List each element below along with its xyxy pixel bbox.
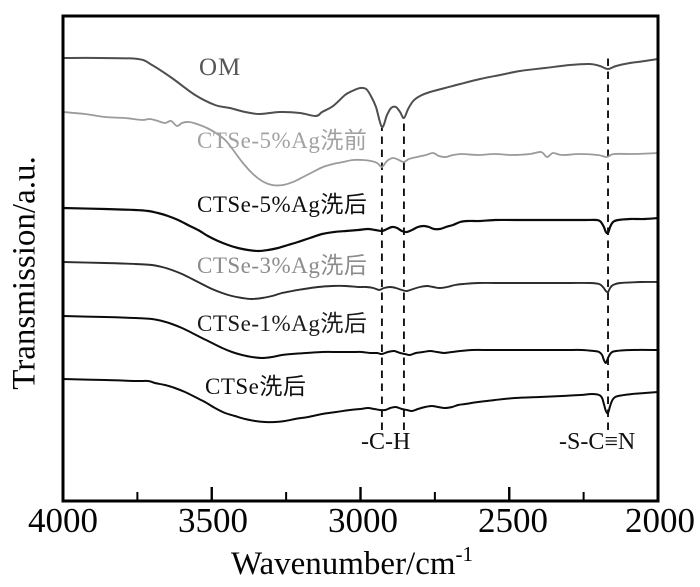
- spectrum-curve-3: [62, 261, 659, 300]
- spectrum-curve-5: [62, 378, 659, 424]
- annotation-s-c-n: -S-C≡N: [559, 429, 636, 455]
- x-axis-label-exponent: -1: [455, 542, 474, 566]
- plot-border: [61, 14, 660, 503]
- spectrum-curve-0: [62, 56, 659, 129]
- y-axis-label: Transmission/a.u.: [6, 156, 43, 390]
- x-tick-label-3000: 3000: [328, 501, 398, 540]
- curve-label-ctse-5ag-after-wash: CTSe-5%Ag洗后: [197, 192, 368, 217]
- curve-label-ctse-after-wash: CTSe洗后: [205, 374, 307, 399]
- x-axis-label-text: Wavenumber/cm: [230, 546, 456, 582]
- x-tick-label-4000: 4000: [28, 501, 98, 540]
- curve-label-om: OM: [199, 54, 242, 81]
- x-tick-label-2500: 2500: [478, 501, 548, 540]
- spectrum-curve-4: [62, 315, 659, 365]
- spectrum-curve-2: [61, 206, 660, 253]
- x-axis-label: Wavenumber/cm-1: [231, 544, 473, 581]
- annotation-c-h: -C-H: [361, 429, 411, 455]
- spectrum-curve-1: [62, 111, 659, 187]
- curve-label-ctse-1ag-after-wash: CTSe-1%Ag洗后: [197, 311, 368, 336]
- x-tick-label-2000: 2000: [625, 501, 695, 540]
- curve-label-ctse-3ag-after-wash: CTSe-3%Ag洗后: [197, 253, 368, 278]
- x-tick-label-3500: 3500: [178, 501, 248, 540]
- curve-label-ctse-5ag-before-wash: CTSe-5%Ag洗前: [197, 128, 368, 153]
